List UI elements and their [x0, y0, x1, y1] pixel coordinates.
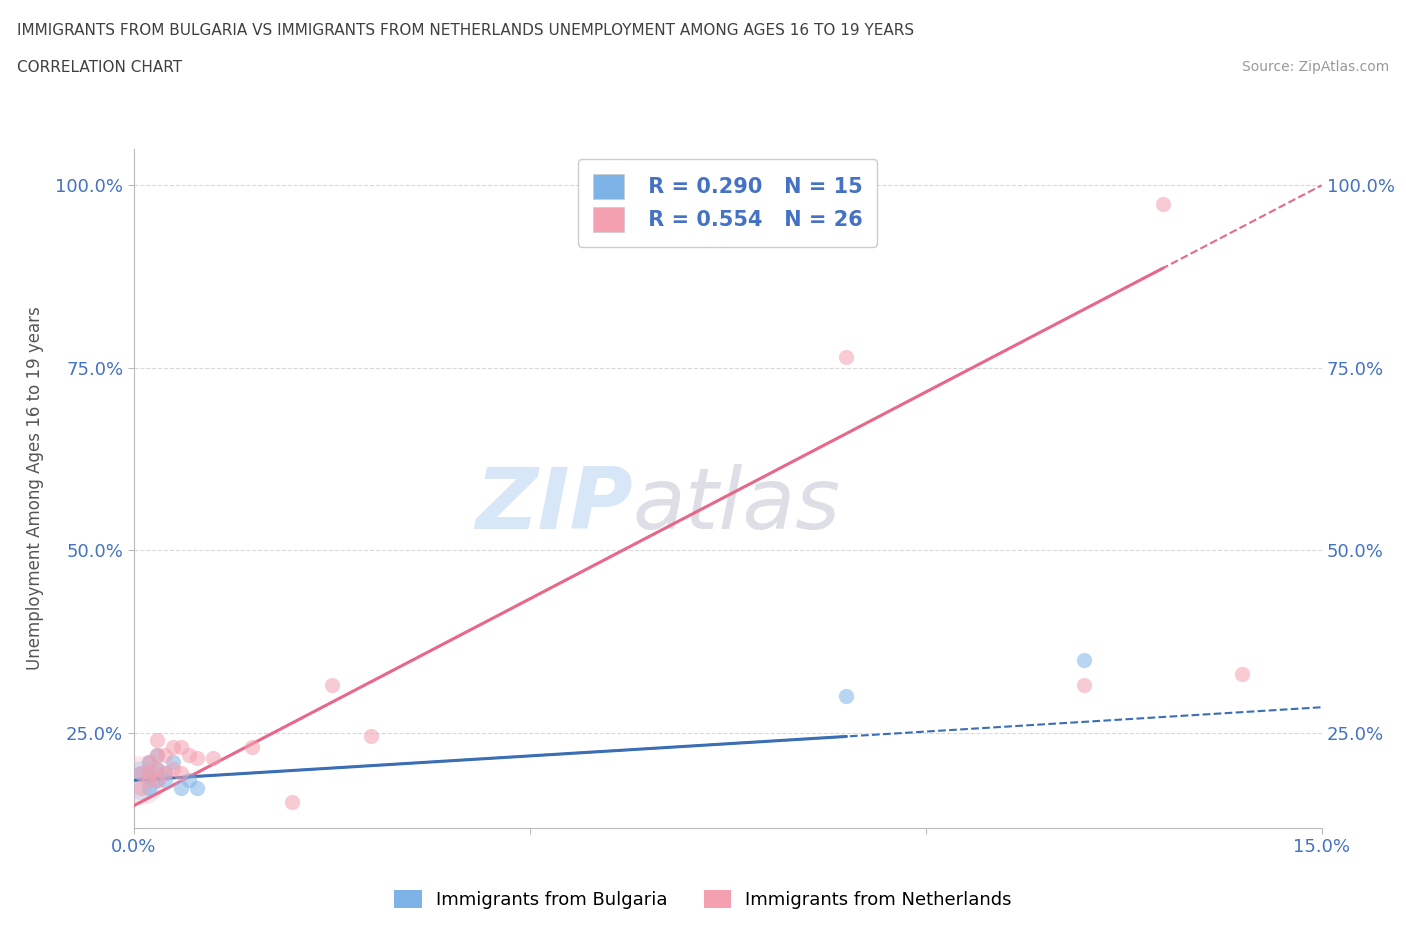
Point [146, 733, 169, 748]
Point [138, 765, 160, 780]
Point [186, 751, 208, 765]
Point [146, 773, 169, 788]
Point [177, 773, 200, 788]
Point [321, 678, 343, 693]
Text: ZIP: ZIP [475, 464, 633, 547]
Point [131, 773, 153, 788]
Point [146, 748, 169, 763]
Point [201, 751, 224, 765]
Point [360, 729, 382, 744]
Point [131, 773, 153, 788]
Point [138, 780, 160, 795]
Point [138, 773, 160, 788]
Point [131, 765, 153, 780]
Point [835, 689, 858, 704]
Text: CORRELATION CHART: CORRELATION CHART [17, 60, 181, 75]
Text: atlas: atlas [633, 464, 841, 547]
Point [162, 762, 184, 777]
Point [155, 748, 177, 763]
Legend: Immigrants from Bulgaria, Immigrants from Netherlands: Immigrants from Bulgaria, Immigrants fro… [387, 883, 1019, 916]
Point [170, 780, 193, 795]
Point [186, 780, 208, 795]
Point [138, 754, 160, 769]
Point [1152, 196, 1174, 211]
Text: IMMIGRANTS FROM BULGARIA VS IMMIGRANTS FROM NETHERLANDS UNEMPLOYMENT AMONG AGES : IMMIGRANTS FROM BULGARIA VS IMMIGRANTS F… [17, 23, 914, 38]
Point [131, 780, 153, 795]
Point [1232, 667, 1254, 682]
Point [146, 748, 169, 763]
Point [146, 762, 169, 777]
Point [155, 765, 177, 780]
Point [281, 795, 304, 810]
Point [835, 350, 858, 365]
Point [146, 773, 169, 788]
Point [170, 740, 193, 755]
Point [155, 773, 177, 788]
Point [242, 740, 264, 755]
Point [146, 762, 169, 777]
Point [155, 765, 177, 780]
Legend:  R = 0.290   N = 15,  R = 0.554   N = 26: R = 0.290 N = 15, R = 0.554 N = 26 [578, 159, 877, 246]
Point [162, 754, 184, 769]
Point [177, 748, 200, 763]
Y-axis label: Unemployment Among Ages 16 to 19 years: Unemployment Among Ages 16 to 19 years [27, 306, 44, 671]
Point [138, 754, 160, 769]
Point [131, 765, 153, 780]
Point [138, 769, 160, 784]
Point [1073, 678, 1095, 693]
Point [1073, 652, 1095, 667]
Text: Source: ZipAtlas.com: Source: ZipAtlas.com [1241, 60, 1389, 74]
Point [170, 765, 193, 780]
Point [162, 740, 184, 755]
